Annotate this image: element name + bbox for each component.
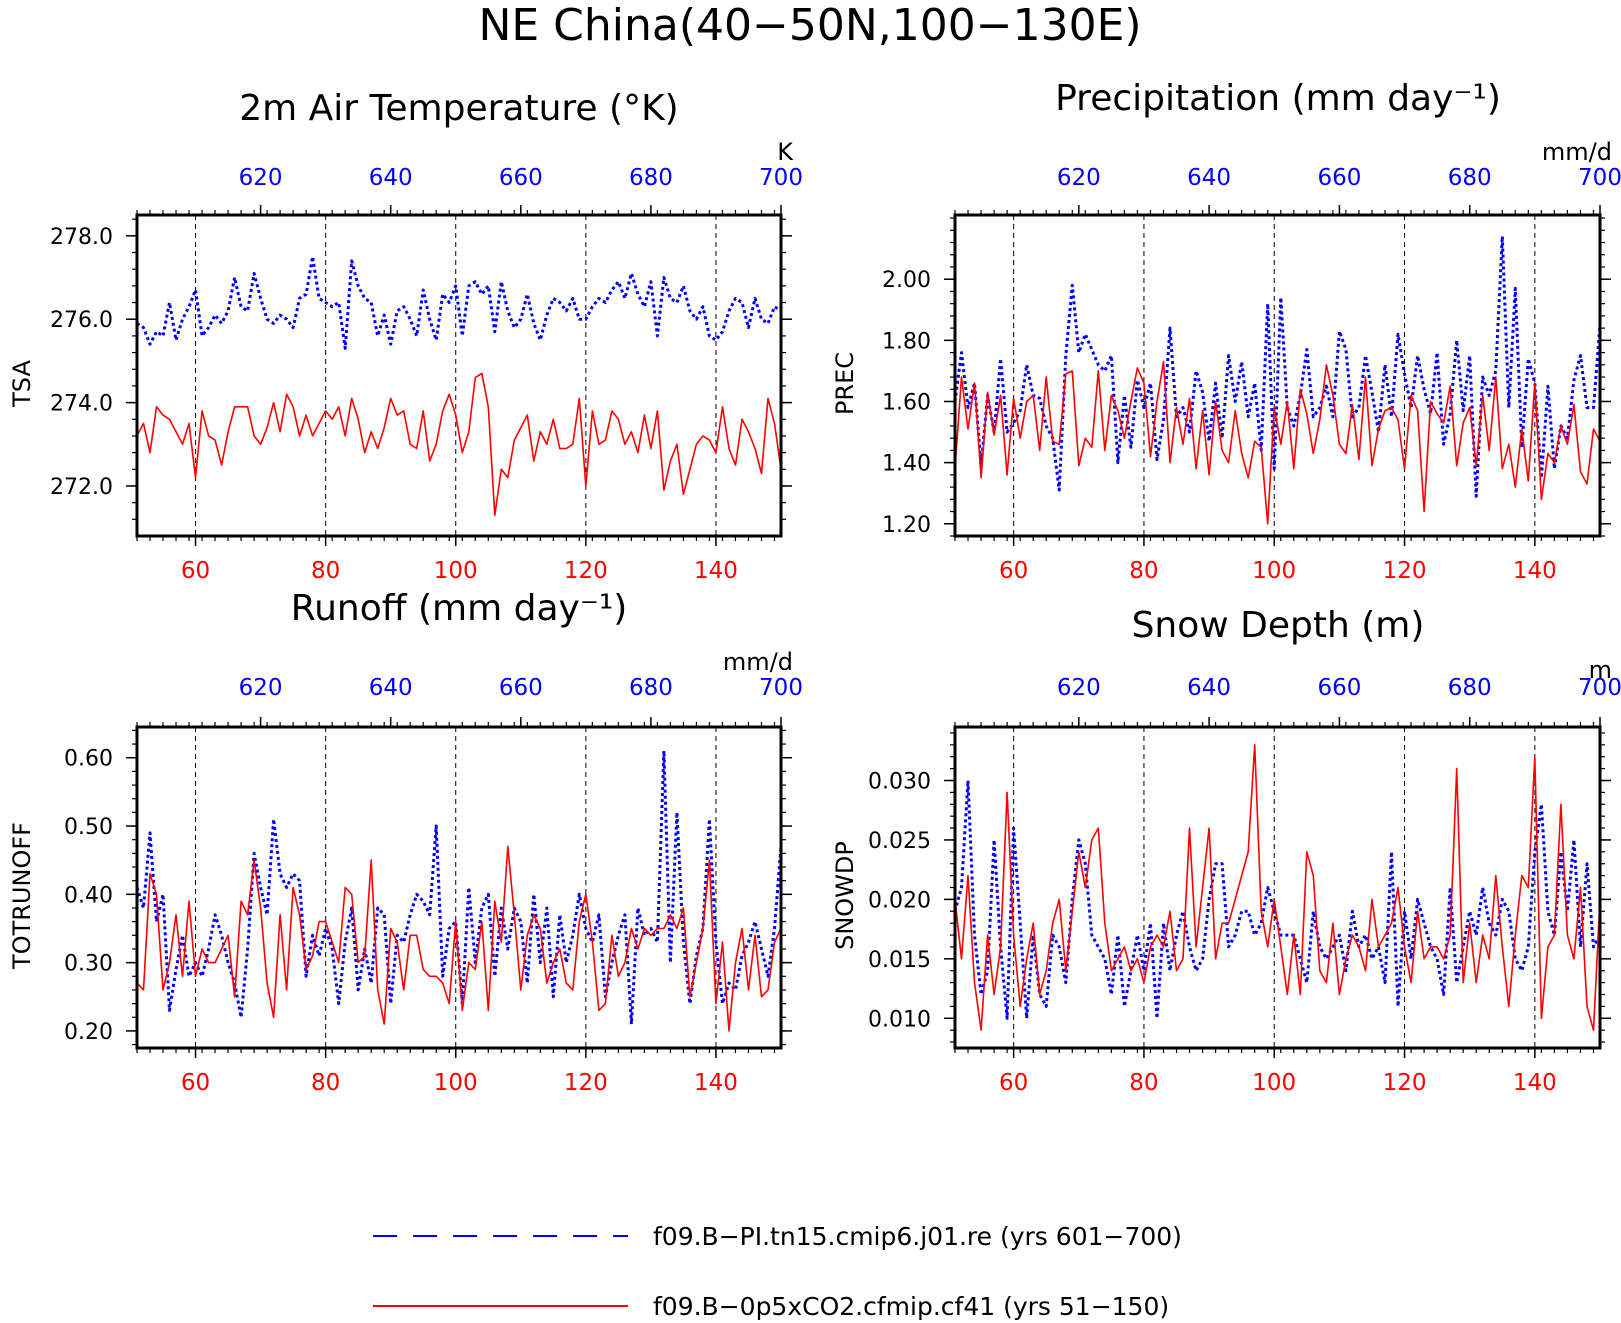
legend-co2-label: f09.B−0p5xCO2.cfmip.cf41 (yrs 51−150) xyxy=(653,1292,1169,1321)
x-top-tick-label: 700 xyxy=(1578,675,1621,701)
legend: f09.B−PI.tn15.cmip6.j01.re (yrs 601−700)… xyxy=(373,1222,1182,1321)
chart-title: Runoff (mm day⁻¹) xyxy=(291,588,628,629)
y-tick-label: 0.025 xyxy=(868,829,931,854)
chart-title: 2m Air Temperature (°K) xyxy=(239,88,678,129)
x-top-tick-label: 700 xyxy=(759,675,803,701)
y-tick-label: 1.20 xyxy=(882,513,931,538)
panels: 2m Air Temperature (°K) K TSA 60 80 100 120 140… xyxy=(8,78,1621,1096)
y-tick-label: 2.00 xyxy=(882,268,931,293)
x-tick-label: 120 xyxy=(564,1070,608,1096)
x-top-tick-label: 640 xyxy=(369,165,413,191)
y-axis-label: PREC xyxy=(831,352,859,415)
y-axis-label: TOTRUNOFF xyxy=(8,822,36,970)
x-tick-label: 60 xyxy=(999,558,1028,584)
x-top-tick-label: 640 xyxy=(369,675,413,701)
series-line-co2 xyxy=(954,743,1601,1031)
x-top-tick-label: 680 xyxy=(1448,675,1492,701)
x-tick-label: 80 xyxy=(1129,1070,1158,1096)
x-top-tick-label: 700 xyxy=(759,165,803,191)
plot-frame xyxy=(953,213,1602,538)
x-tick-label: 100 xyxy=(434,1070,478,1096)
y-tick-label: 0.60 xyxy=(64,747,113,772)
x-tick-label: 140 xyxy=(1513,1070,1557,1096)
series-line-pi xyxy=(136,255,782,350)
x-top-tick-label: 680 xyxy=(629,675,673,701)
unit-label: mm/d xyxy=(1542,138,1612,166)
series-line-co2 xyxy=(136,845,782,1032)
x-tick-label: 60 xyxy=(181,558,210,584)
series-line-pi xyxy=(135,749,783,1026)
chart-panel-3: Runoff (mm day⁻¹) mm/d TOTRUNOFF 60 80 100 120… xyxy=(8,588,803,1096)
y-tick-label: 272.0 xyxy=(50,475,113,500)
y-axis-label: TSA xyxy=(8,360,36,408)
y-tick-label: 1.60 xyxy=(882,390,931,415)
y-tick-label: 276.0 xyxy=(50,308,113,333)
y-axis-label: SNOWDP xyxy=(831,841,859,950)
y-tick-label: 1.40 xyxy=(882,452,931,477)
x-top-tick-label: 620 xyxy=(1057,165,1101,191)
x-top-tick-label: 660 xyxy=(1317,675,1361,701)
x-top-tick-label: 660 xyxy=(499,675,543,701)
legend-pi-label: f09.B−PI.tn15.cmip6.j01.re (yrs 601−700) xyxy=(653,1222,1182,1251)
x-tick-label: 120 xyxy=(564,558,608,584)
plot-frame xyxy=(135,213,783,538)
x-top-tick-label: 640 xyxy=(1187,165,1231,191)
x-tick-label: 60 xyxy=(181,1070,210,1096)
x-tick-label: 140 xyxy=(694,1070,738,1096)
chart-title: Snow Depth (m) xyxy=(1132,605,1425,646)
series-line-pi xyxy=(953,779,1602,1020)
y-tick-label: 1.80 xyxy=(882,329,931,354)
chart-panel-4: Snow Depth (m) m SNOWDP 60 80 100 120 140 620 640… xyxy=(831,605,1621,1096)
x-top-tick-label: 620 xyxy=(239,675,283,701)
unit-label: K xyxy=(777,138,794,166)
x-top-tick-label: 660 xyxy=(1317,165,1361,191)
x-top-tick-label: 660 xyxy=(499,165,543,191)
y-tick-label: 0.40 xyxy=(64,883,113,908)
x-tick-label: 140 xyxy=(1513,558,1557,584)
y-tick-label: 0.020 xyxy=(868,888,931,913)
x-tick-label: 100 xyxy=(1252,1070,1296,1096)
y-tick-label: 0.50 xyxy=(64,815,113,840)
x-top-tick-label: 640 xyxy=(1187,675,1231,701)
plot-frame xyxy=(135,725,783,1050)
y-tick-label: 0.30 xyxy=(64,952,113,977)
y-tick-label: 0.20 xyxy=(64,1020,113,1045)
chart-title: Precipitation (mm day⁻¹) xyxy=(1055,78,1501,119)
chart-panel-1: 2m Air Temperature (°K) K TSA 60 80 100 120 140… xyxy=(8,88,803,584)
y-tick-label: 0.015 xyxy=(868,948,931,973)
y-tick-label: 0.030 xyxy=(868,770,931,795)
x-top-tick-label: 700 xyxy=(1578,165,1621,191)
x-top-tick-label: 680 xyxy=(1448,165,1492,191)
unit-label: mm/d xyxy=(723,648,793,676)
x-tick-label: 120 xyxy=(1383,558,1427,584)
plot-frame xyxy=(953,725,1602,1050)
series-line-co2 xyxy=(136,372,782,517)
series-line-co2 xyxy=(954,360,1601,525)
y-tick-label: 274.0 xyxy=(50,392,113,417)
y-tick-label: 0.010 xyxy=(868,1007,931,1032)
x-tick-label: 100 xyxy=(434,558,478,584)
x-tick-label: 140 xyxy=(694,558,738,584)
x-tick-label: 80 xyxy=(311,558,340,584)
x-tick-label: 60 xyxy=(999,1070,1028,1096)
x-top-tick-label: 620 xyxy=(239,165,283,191)
figure-title: NE China(40−50N,100−130E) xyxy=(478,0,1141,51)
x-tick-label: 100 xyxy=(1252,558,1296,584)
x-tick-label: 80 xyxy=(311,1070,340,1096)
y-tick-label: 278.0 xyxy=(50,225,113,250)
x-top-tick-label: 620 xyxy=(1057,675,1101,701)
chart-panel-2: Precipitation (mm day⁻¹) mm/d PREC 60 80 100 1… xyxy=(831,78,1621,584)
series-line-pi xyxy=(953,234,1602,498)
x-tick-label: 120 xyxy=(1383,1070,1427,1096)
x-tick-label: 80 xyxy=(1129,558,1158,584)
unit-label: m xyxy=(1589,656,1612,684)
x-top-tick-label: 680 xyxy=(629,165,673,191)
